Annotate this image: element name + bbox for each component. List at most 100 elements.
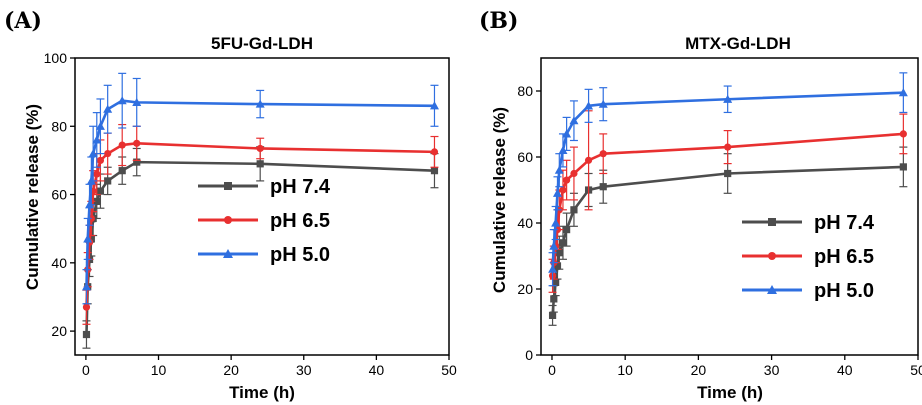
x-tick-label: 20	[223, 362, 239, 378]
data-point	[93, 197, 101, 205]
data-point	[899, 163, 907, 171]
data-point	[723, 94, 733, 103]
x-tick-label: 10	[151, 362, 167, 378]
data-point	[256, 144, 264, 153]
data-point	[598, 99, 608, 108]
legend-item: pH 7.4	[742, 212, 875, 234]
x-axis-title: Time (h)	[697, 383, 763, 402]
data-point	[118, 141, 126, 149]
data-point	[584, 101, 594, 110]
data-point	[255, 99, 265, 108]
legend-label: pH 5.0	[270, 244, 330, 266]
data-point	[117, 96, 127, 105]
series-ph-74	[82, 146, 439, 349]
y-tick-label: 100	[44, 50, 68, 66]
data-point	[85, 200, 95, 209]
x-axis-title: Time (h)	[229, 383, 295, 402]
data-point	[549, 241, 559, 250]
data-point	[555, 249, 563, 257]
y-tick-label: 40	[51, 255, 67, 271]
data-point	[570, 206, 578, 214]
data-point	[552, 278, 560, 286]
data-point	[550, 295, 558, 303]
data-point	[92, 135, 102, 144]
series-ph-65	[82, 123, 439, 325]
x-tick-label: 50	[441, 362, 457, 378]
data-point	[96, 156, 105, 165]
y-tick-label: 60	[51, 187, 67, 203]
data-point	[548, 264, 558, 273]
data-point	[569, 116, 579, 125]
legend-item: pH 6.5	[742, 246, 874, 268]
x-tick-label: 40	[837, 362, 853, 378]
series-ph-50	[548, 72, 908, 287]
y-tick-label: 0	[525, 347, 533, 363]
legend-marker	[767, 285, 777, 294]
data-point	[88, 149, 98, 158]
x-tick-label: 30	[764, 362, 780, 378]
data-point	[559, 186, 567, 194]
data-point	[552, 188, 562, 197]
data-point	[563, 226, 571, 234]
chart-mtx: MTX-Gd-LDH Time (h) Cumulative release (…	[490, 34, 922, 402]
chart-5fu: 5FU-Gd-LDH Time (h) Cumulative release (…	[23, 34, 457, 402]
data-point	[133, 158, 141, 166]
data-point	[548, 311, 557, 319]
data-point	[429, 101, 439, 110]
data-point	[558, 145, 568, 154]
data-point	[430, 167, 439, 175]
series-line	[85, 99, 435, 287]
x-tick-label: 40	[369, 362, 385, 378]
data-point	[570, 169, 578, 178]
y-tick-label: 40	[517, 215, 533, 231]
data-point	[899, 130, 907, 138]
legend-label: pH 6.5	[814, 246, 874, 268]
data-point	[104, 149, 112, 158]
legend-marker	[224, 182, 232, 190]
data-point	[724, 169, 732, 178]
data-point	[599, 150, 607, 158]
y-tick-label: 20	[51, 323, 67, 339]
y-tick-label: 60	[517, 149, 533, 165]
y-tick-label: 80	[51, 118, 67, 134]
legend-label: pH 7.4	[814, 212, 875, 234]
legend-item: pH 5.0	[198, 244, 330, 266]
data-point	[553, 262, 562, 270]
legend-marker	[224, 216, 232, 224]
legend-item: pH 6.5	[198, 210, 330, 232]
legend-marker	[768, 252, 776, 260]
series-line	[85, 160, 435, 335]
y-tick-label: 20	[517, 281, 533, 297]
data-point	[93, 170, 101, 178]
data-point	[256, 160, 264, 168]
data-point	[551, 218, 561, 227]
panel-label-b: (B)	[479, 8, 518, 34]
data-point	[118, 167, 126, 175]
data-point	[559, 239, 567, 247]
data-point	[132, 97, 142, 106]
plot-frame	[540, 57, 919, 356]
x-tick-label: 10	[617, 362, 633, 378]
data-point	[562, 129, 572, 138]
data-point	[133, 139, 141, 147]
plot-frame	[74, 57, 450, 356]
chart-title: 5FU-Gd-LDH	[211, 34, 313, 53]
data-point	[82, 303, 91, 311]
x-tick-label: 0	[82, 362, 90, 378]
series-ph-74	[548, 146, 908, 326]
legend-item: pH 5.0	[742, 280, 874, 302]
data-point	[95, 121, 105, 130]
data-point	[898, 88, 908, 97]
x-tick-label: 50	[910, 362, 922, 378]
panel-label-a: (A)	[4, 8, 42, 34]
x-tick-label: 20	[691, 362, 707, 378]
data-point	[81, 282, 91, 291]
legend-marker	[223, 249, 233, 258]
data-point	[103, 104, 113, 113]
data-point	[430, 148, 439, 156]
data-point	[554, 165, 564, 174]
data-point	[563, 176, 571, 184]
y-axis-title: Cumulative release (%)	[23, 104, 42, 290]
series-ph-50	[81, 72, 439, 305]
